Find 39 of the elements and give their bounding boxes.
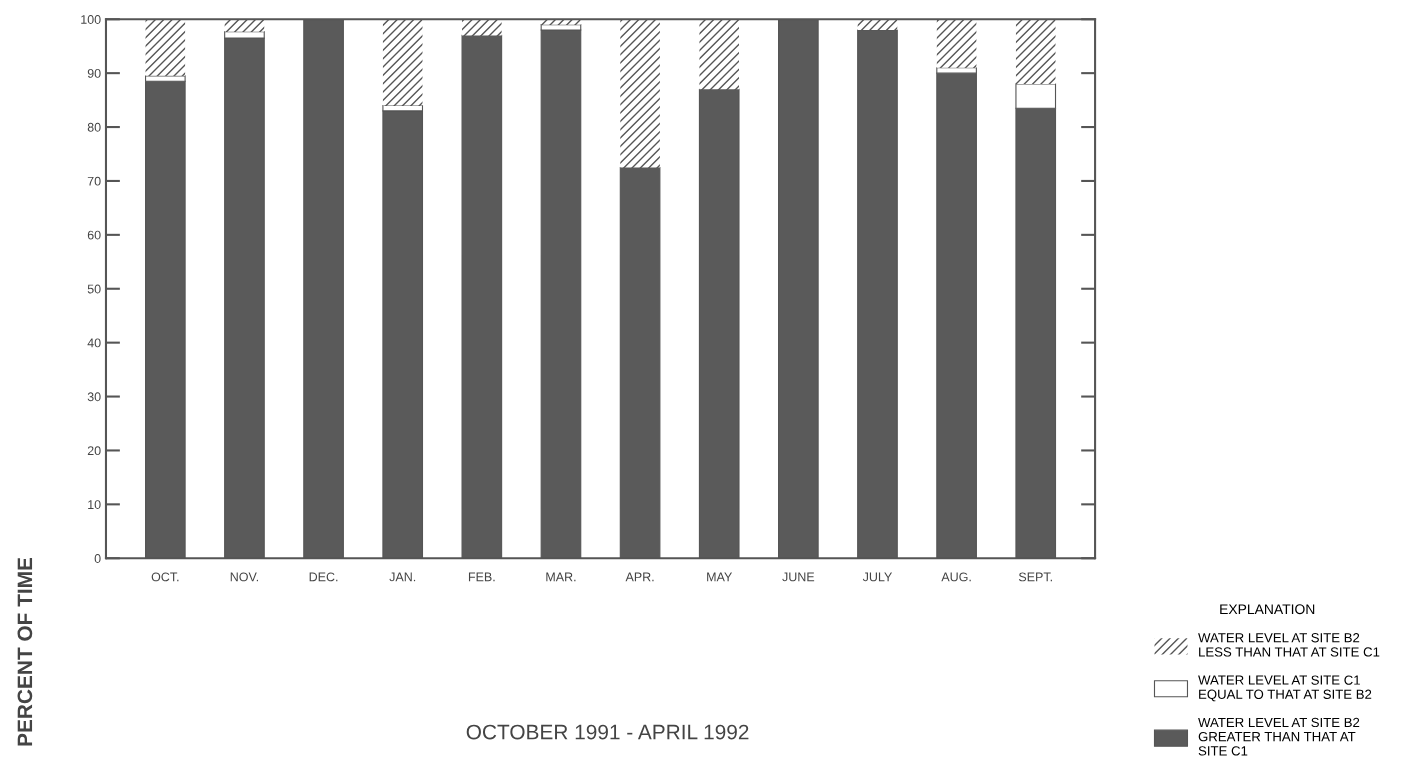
bar [224, 19, 265, 32]
x-tick-label: NOV. [230, 572, 259, 582]
bar [382, 19, 423, 106]
bar [145, 19, 186, 76]
y-tick-label: 40 [87, 338, 101, 348]
bar [857, 19, 898, 31]
y-tick-label: 80 [87, 122, 101, 132]
y-tick-label: 90 [87, 68, 101, 78]
bar [1015, 19, 1056, 84]
x-tick-label: MAR. [546, 572, 576, 582]
x-tick-label: JAN. [389, 572, 416, 582]
x-tick-label: AUG. [941, 572, 971, 582]
bar [620, 19, 660, 168]
x-tick-label: MAY [707, 572, 733, 582]
legend-title: EXPLANATION [1220, 604, 1315, 615]
legend-label: WATER LEVEL AT SITE C1 EQUAL TO THAT AT SITE B2 [1198, 675, 1372, 702]
legend-label: WATER LEVEL AT SITE B2 GREATER THAN THAT AT SITE C1 [1198, 717, 1360, 756]
x-tick-label: OCT. [151, 572, 179, 582]
bar [462, 19, 502, 36]
x-tick-label: DEC. [309, 572, 338, 582]
y-tick-label: 50 [87, 284, 101, 294]
y-axis-title: PERCENT OF TIME [17, 557, 33, 746]
bar [936, 19, 977, 68]
x-tick-label: JULY [862, 572, 893, 582]
x-tick-label: SEPT. [1018, 572, 1052, 582]
y-tick-label: 70 [87, 176, 101, 186]
y-tick-label: 60 [87, 230, 101, 240]
x-tick-label: FEB. [468, 572, 495, 582]
bar [541, 19, 581, 25]
y-tick-label: 0 [94, 554, 101, 563]
y-tick-label: 20 [87, 446, 101, 456]
legend-label: WATER LEVEL AT SITE B2 LESS THAN THAT AT SITE C1 [1198, 633, 1380, 657]
y-tick-label: 30 [87, 392, 101, 402]
x-tick-label: JUNE [782, 572, 815, 582]
y-tick-label: 100 [81, 15, 101, 24]
y-tick-label: 10 [88, 500, 101, 509]
x-tick-label: APR. [625, 572, 654, 582]
bar [699, 19, 739, 90]
text: OCTOBER 1991 - APRIL 1992 [466, 724, 749, 740]
